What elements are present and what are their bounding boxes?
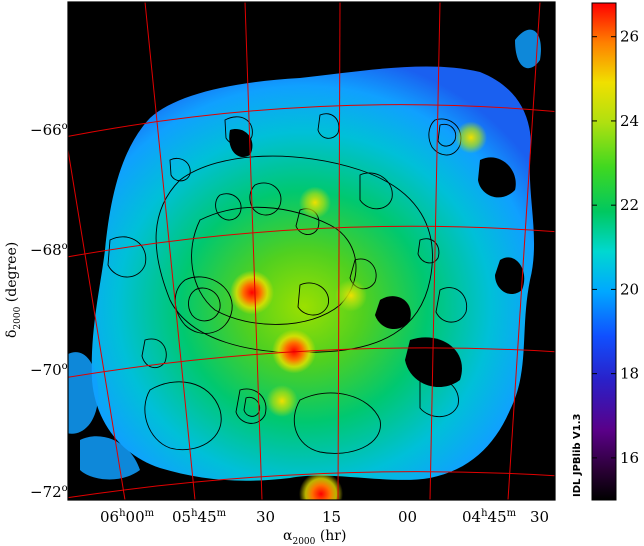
grid-dec-68 <box>68 225 555 258</box>
grid-dec-70 <box>68 347 555 378</box>
x-tick-label: 06h00m <box>100 508 155 526</box>
plot-frame <box>67 1 556 501</box>
colorbar-ticks: 16 18 20 22 24 26 <box>592 28 639 467</box>
data-blob-halo <box>299 186 331 219</box>
y-axis-title: δ2000 (degree) <box>4 242 23 338</box>
y-tick-label: −72o <box>30 483 68 501</box>
x-tick-label: 15 <box>322 508 341 526</box>
grid-ra-4h45 <box>507 2 541 500</box>
coordinate-grid <box>68 2 555 500</box>
grid-ra-5h30 <box>244 2 263 500</box>
grid-dec-72 <box>68 471 555 499</box>
x-tick-label: 04h45m <box>462 508 517 526</box>
y-tick-label: −70o <box>30 361 68 379</box>
colorbar-tick-label: 20 <box>620 280 639 298</box>
grid-dec-66 <box>68 104 555 137</box>
colorbar-tick-label: 26 <box>620 28 639 46</box>
colorbar-gradient <box>591 2 617 501</box>
data-blob-halo <box>455 121 487 154</box>
colorbar-tick-label: 18 <box>620 365 639 383</box>
data-blob-halo <box>335 279 367 312</box>
x-tick-label: 30 <box>256 508 275 526</box>
data-blob-halo <box>230 270 274 315</box>
colorbar: 16 18 20 22 24 26 <box>591 2 639 501</box>
voids <box>229 129 525 388</box>
grid-ra-6h00 <box>68 149 126 500</box>
y-tick-label: −68o <box>30 241 68 259</box>
plot-area <box>67 1 556 501</box>
grid-ra-5h00 <box>429 2 441 500</box>
grid-ra-5h15 <box>337 2 341 500</box>
colorbar-tick-label: 16 <box>620 449 639 467</box>
colorbar-tick-label: 24 <box>620 112 639 130</box>
data-blob-halo <box>266 385 298 417</box>
y-tick-label: −66o <box>30 121 68 139</box>
x-axis: 06h00m 05h45m 30 15 00 04h45m 30 α2000 (… <box>100 508 549 546</box>
x-axis-title: α2000 (hr) <box>283 528 346 546</box>
software-credit: IDL JPBlib V1.3 <box>572 413 583 497</box>
x-tick-label: 30 <box>530 508 549 526</box>
x-tick-label: 00 <box>398 508 417 526</box>
data-blob-halo <box>299 472 343 500</box>
x-tick-label: 05h45m <box>172 508 227 526</box>
y-axis: −66o −68o −70o −72o δ2000 (degree) <box>4 121 68 501</box>
colorbar-tick-label: 22 <box>620 196 639 214</box>
grid-ra-5h45 <box>144 2 196 500</box>
